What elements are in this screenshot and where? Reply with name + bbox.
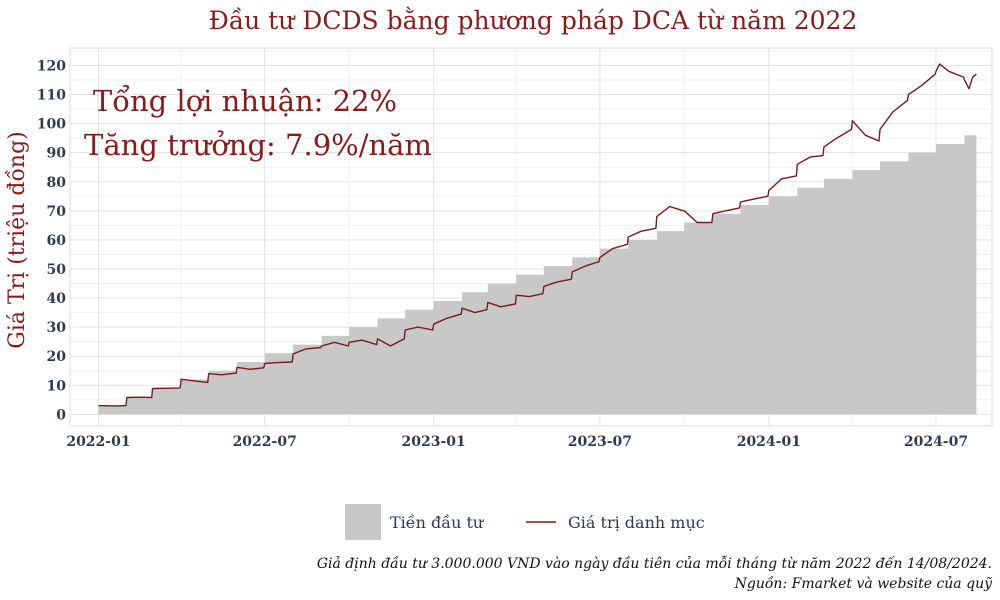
legend-label-invested: Tiền đầu tư [390,513,485,532]
x-tick-label: 2022-07 [233,434,297,450]
caption-source: Nguồn: Fmarket và website của quỹ [734,575,993,592]
y-tick-label: 120 [37,58,66,74]
y-tick-label: 90 [47,146,67,162]
caption-assumption: Giả định đầu tư 3.000.000 VND vào ngày đ… [317,555,992,572]
legend: Tiền đầu tư Giá trị danh mục [345,504,705,540]
y-tick-label: 50 [47,262,67,278]
x-tick-label: 2024-07 [904,434,968,450]
y-tick-label: 10 [47,378,67,394]
x-tick-label: 2023-01 [402,434,466,450]
x-tick-label: 2022-01 [66,434,130,450]
x-tick-labels: 2022-01 2022-07 2023-01 2023-07 2024-01 2024-… [66,434,968,450]
x-tick-label: 2023-07 [568,434,632,450]
portfolio-value-line [98,63,977,407]
y-axis-label: Giá Trị (triệu đồng) [4,131,30,348]
y-tick-label: 60 [47,233,67,249]
invested-area [98,135,977,415]
legend-swatch-invested [345,504,381,540]
y-tick-label: 110 [37,88,66,104]
y-tick-label: 70 [47,204,67,220]
y-tick-label: 0 [56,407,66,423]
y-tick-label: 80 [47,175,67,191]
invested-area-layer [98,135,977,415]
y-tick-label: 40 [47,291,67,307]
y-tick-label: 100 [37,117,66,133]
y-tick-label: 20 [47,349,67,365]
x-tick-label: 2024-01 [737,434,801,450]
plot-border [69,47,993,427]
y-tick-label: 30 [47,320,67,336]
legend-label-portfolio: Giá trị danh mục [568,513,705,532]
portfolio-line-layer [98,63,977,407]
chart-title: Đầu tư DCDS bằng phương pháp DCA từ năm … [209,6,858,35]
total-profit-annotation: Tổng lợi nhuận: 22% [93,83,397,118]
y-tick-labels: 0 10 20 30 40 50 60 70 80 90 100 110 120 [37,58,66,423]
growth-rate-annotation: Tăng trưởng: 7.9%/năm [84,128,432,162]
